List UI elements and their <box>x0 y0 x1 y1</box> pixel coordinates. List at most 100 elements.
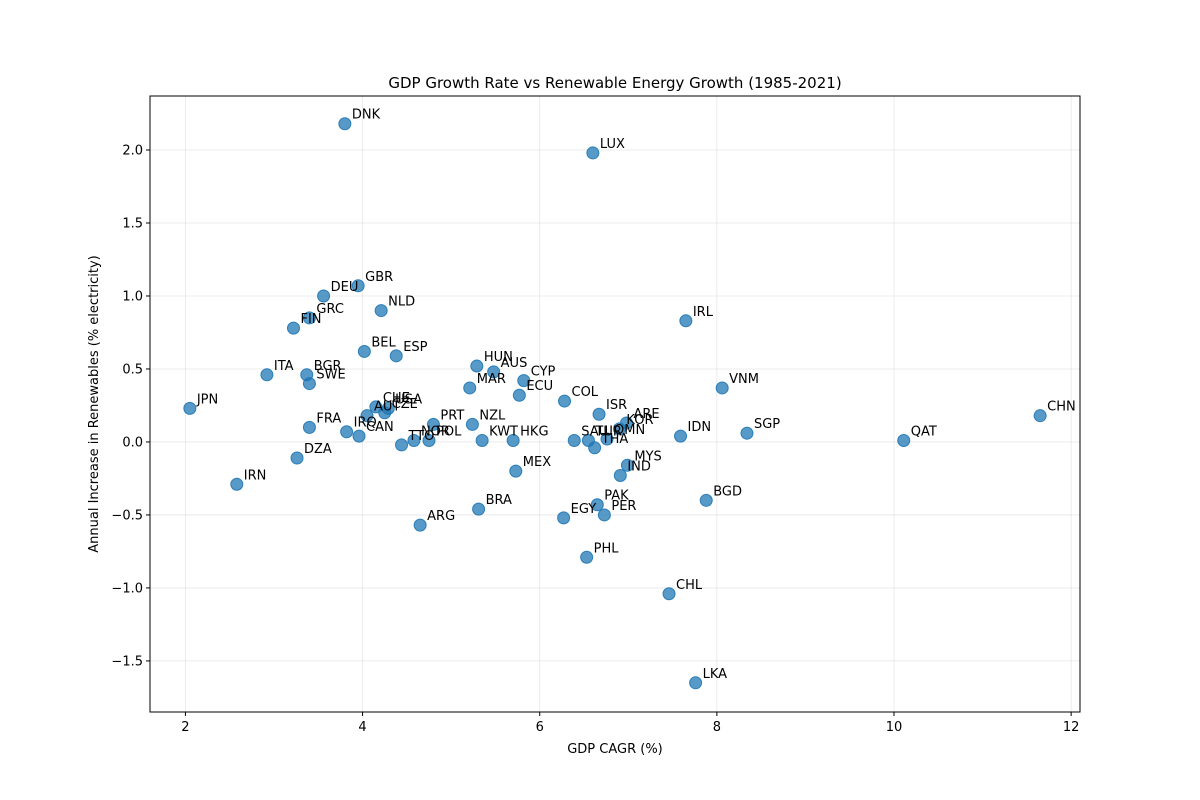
point-label-mar: MAR <box>477 372 506 387</box>
point-label-per: PER <box>611 499 636 514</box>
point-label-are: ARE <box>634 407 660 422</box>
data-point-lux <box>586 146 600 160</box>
point-label-nor: NOR <box>421 424 450 439</box>
point-label-vnm: VNM <box>729 372 759 387</box>
data-point-aus <box>487 365 501 379</box>
data-point-qat <box>897 433 911 447</box>
data-point-fra <box>302 420 316 434</box>
data-point-gbr <box>351 279 365 293</box>
point-label-lka: LKA <box>703 667 728 682</box>
point-label-gbr: GBR <box>365 270 393 285</box>
y-tick-label: −1.5 <box>111 654 143 669</box>
data-point-bra <box>472 502 486 516</box>
x-tick-label: 10 <box>886 720 903 735</box>
data-point-ecu <box>512 388 526 402</box>
point-label-pak: PAK <box>604 489 629 504</box>
x-tick-label: 6 <box>536 720 544 735</box>
data-points <box>183 117 1047 690</box>
data-point-omn <box>600 432 614 446</box>
plot-area-frame <box>149 95 1081 713</box>
point-label-irn: IRN <box>244 468 267 483</box>
point-label-ita: ITA <box>274 359 294 374</box>
point-label-bel: BEL <box>371 335 396 350</box>
data-point-vnm <box>715 381 729 395</box>
data-point-pol <box>422 433 436 447</box>
data-point-irl <box>679 314 693 328</box>
point-label-fin: FIN <box>300 312 321 327</box>
point-label-usa: USA <box>395 392 422 407</box>
x-tick-label: 8 <box>713 720 721 735</box>
data-point-fin <box>286 321 300 335</box>
data-point-mex <box>509 464 523 478</box>
point-label-bra: BRA <box>486 493 512 508</box>
point-label-grc: GRC <box>316 302 344 317</box>
y-tick-label: 1.5 <box>122 216 143 231</box>
data-point-per <box>597 508 611 522</box>
data-point-nzl <box>465 417 479 431</box>
chart-title: GDP Growth Rate vs Renewable Energy Grow… <box>388 74 841 92</box>
data-point-idn <box>674 429 688 443</box>
data-point-irn <box>230 477 244 491</box>
point-label-qat: QAT <box>911 424 937 439</box>
point-label-bgd: BGD <box>713 484 742 499</box>
point-label-kor: KOR <box>626 413 653 428</box>
data-point-sgp <box>740 426 754 440</box>
axis-ticks: 2 4 6 8 10 12 −1.5 −1.0 −0.5 0.0 0.5 1.0 1.5 2.0 <box>111 144 1079 735</box>
y-tick-label: 0.5 <box>122 362 143 377</box>
data-point-egy <box>557 511 571 525</box>
data-point-lka <box>689 676 703 690</box>
y-axis-label: Annual Increase in Renewables (% electri… <box>87 255 102 553</box>
point-label-egy: EGY <box>571 502 597 517</box>
point-label-tha: THA <box>601 432 629 447</box>
point-label-omn: OMN <box>614 423 645 438</box>
data-point-ind <box>613 469 627 483</box>
point-label-chl: CHL <box>676 578 703 593</box>
point-label-lux: LUX <box>600 137 625 152</box>
point-label-mys: MYS <box>634 449 661 464</box>
data-point-hkg <box>506 433 520 447</box>
data-point-chl <box>662 587 676 601</box>
point-label-tur: TUR <box>594 424 622 439</box>
point-label-cze: CZE <box>392 397 418 412</box>
x-axis-label: GDP CAGR (%) <box>567 742 663 757</box>
point-label-prt: PRT <box>440 408 464 423</box>
data-point-deu <box>317 289 331 303</box>
data-point-mys <box>620 458 634 472</box>
data-point-phl <box>580 550 594 564</box>
data-point-dza <box>290 451 304 465</box>
point-label-irq: IRQ <box>354 416 377 431</box>
data-point-tha <box>588 441 602 455</box>
data-point-jpn <box>183 401 197 415</box>
point-label-che: CHE <box>383 391 410 406</box>
data-point-can <box>352 429 366 443</box>
data-point-pak <box>590 498 604 512</box>
point-label-sau: SAU <box>581 424 608 439</box>
point-label-hun: HUN <box>484 350 513 365</box>
data-point-nor <box>407 433 421 447</box>
point-label-phl: PHL <box>594 541 620 556</box>
point-label-jpn: JPN <box>196 392 218 407</box>
data-point-kwt <box>475 433 489 447</box>
data-point-esp <box>389 349 403 363</box>
data-point-bgd <box>699 493 713 507</box>
point-label-nzl: NZL <box>479 408 506 423</box>
y-tick-label: −1.0 <box>111 581 143 596</box>
point-label-swe: SWE <box>316 368 345 383</box>
y-tick-label: 0.0 <box>122 435 143 450</box>
data-point-aut <box>360 409 374 423</box>
point-label-nld: NLD <box>388 295 415 310</box>
data-point-tto <box>395 438 409 452</box>
data-point-irq <box>340 425 354 439</box>
data-point-arg <box>413 518 427 532</box>
point-label-kwt: KWT <box>489 424 518 439</box>
point-label-sgp: SGP <box>754 417 780 432</box>
data-point-hun <box>470 359 484 373</box>
data-point-ita <box>260 368 274 382</box>
point-label-isr: ISR <box>606 398 627 413</box>
point-label-esp: ESP <box>403 340 427 355</box>
point-label-hkg: HKG <box>520 424 548 439</box>
data-point-cze <box>378 406 392 420</box>
